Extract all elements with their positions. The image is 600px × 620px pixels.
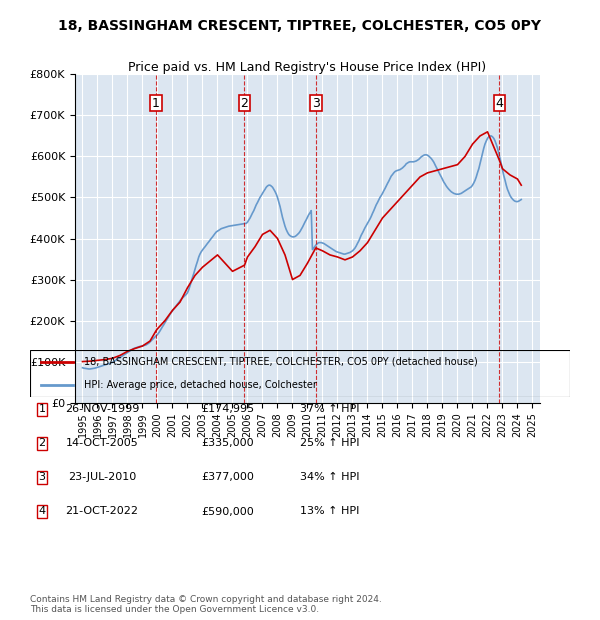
Text: 4: 4 bbox=[496, 97, 503, 110]
Title: Price paid vs. HM Land Registry's House Price Index (HPI): Price paid vs. HM Land Registry's House … bbox=[128, 61, 487, 74]
Text: 26-NOV-1999: 26-NOV-1999 bbox=[65, 404, 139, 414]
Text: £174,995: £174,995 bbox=[202, 404, 254, 414]
Text: 34% ↑ HPI: 34% ↑ HPI bbox=[300, 472, 360, 482]
Text: 1: 1 bbox=[152, 97, 160, 110]
Text: £335,000: £335,000 bbox=[202, 438, 254, 448]
Text: 18, BASSINGHAM CRESCENT, TIPTREE, COLCHESTER, CO5 0PY: 18, BASSINGHAM CRESCENT, TIPTREE, COLCHE… bbox=[59, 19, 542, 33]
Text: 3: 3 bbox=[38, 472, 46, 482]
Text: 13% ↑ HPI: 13% ↑ HPI bbox=[301, 507, 359, 516]
Text: Contains HM Land Registry data © Crown copyright and database right 2024.: Contains HM Land Registry data © Crown c… bbox=[30, 595, 382, 604]
Text: 25% ↑ HPI: 25% ↑ HPI bbox=[300, 438, 360, 448]
Text: 1: 1 bbox=[38, 404, 46, 414]
Text: 18, BASSINGHAM CRESCENT, TIPTREE, COLCHESTER, CO5 0PY (detached house): 18, BASSINGHAM CRESCENT, TIPTREE, COLCHE… bbox=[84, 357, 478, 367]
Text: 37% ↑ HPI: 37% ↑ HPI bbox=[300, 404, 360, 414]
Text: 4: 4 bbox=[38, 507, 46, 516]
Text: 3: 3 bbox=[312, 97, 320, 110]
Text: £377,000: £377,000 bbox=[202, 472, 254, 482]
Text: £590,000: £590,000 bbox=[202, 507, 254, 516]
Text: 2: 2 bbox=[241, 97, 248, 110]
Text: 14-OCT-2005: 14-OCT-2005 bbox=[65, 438, 139, 448]
Text: HPI: Average price, detached house, Colchester: HPI: Average price, detached house, Colc… bbox=[84, 380, 317, 390]
Text: 21-OCT-2022: 21-OCT-2022 bbox=[65, 507, 139, 516]
Text: 2: 2 bbox=[38, 438, 46, 448]
Text: This data is licensed under the Open Government Licence v3.0.: This data is licensed under the Open Gov… bbox=[30, 604, 319, 614]
Text: 23-JUL-2010: 23-JUL-2010 bbox=[68, 472, 136, 482]
